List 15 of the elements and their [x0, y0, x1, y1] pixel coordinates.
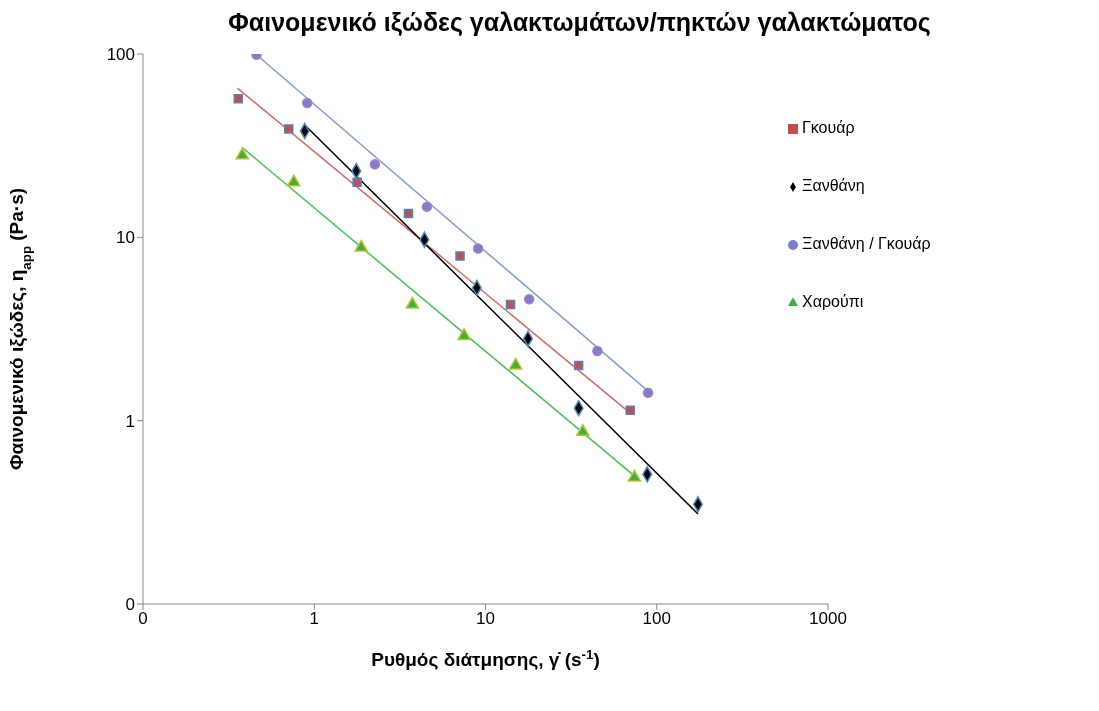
- legend-label: Γκουάρ: [802, 119, 855, 136]
- x-tick-label: 1: [309, 609, 319, 629]
- x-tick-label: 100: [642, 609, 671, 629]
- x-tick-label: 1000: [809, 609, 847, 629]
- y-tick-label: 0: [125, 595, 135, 615]
- y-tick-label: 100: [106, 45, 135, 65]
- legend-label: Χαρούπι: [802, 293, 864, 310]
- x-axis-title: Ρυθμός διάτμησης, γ̇ (s$^{-1}$): [371, 646, 600, 670]
- x-tick-label: 0: [138, 609, 148, 629]
- legend-label: Ξανθάνη: [802, 177, 865, 194]
- y-tick-label: 1: [125, 411, 135, 431]
- x-tick-label: 10: [476, 609, 495, 629]
- legend-label: Ξανθάνη / Γκουάρ: [802, 235, 931, 252]
- chart-title: Φαινομενικό ιξώδες γαλακτωμάτων/πηκτών γαλακτώματος: [227, 8, 932, 38]
- y-tick-label: 10: [116, 228, 135, 248]
